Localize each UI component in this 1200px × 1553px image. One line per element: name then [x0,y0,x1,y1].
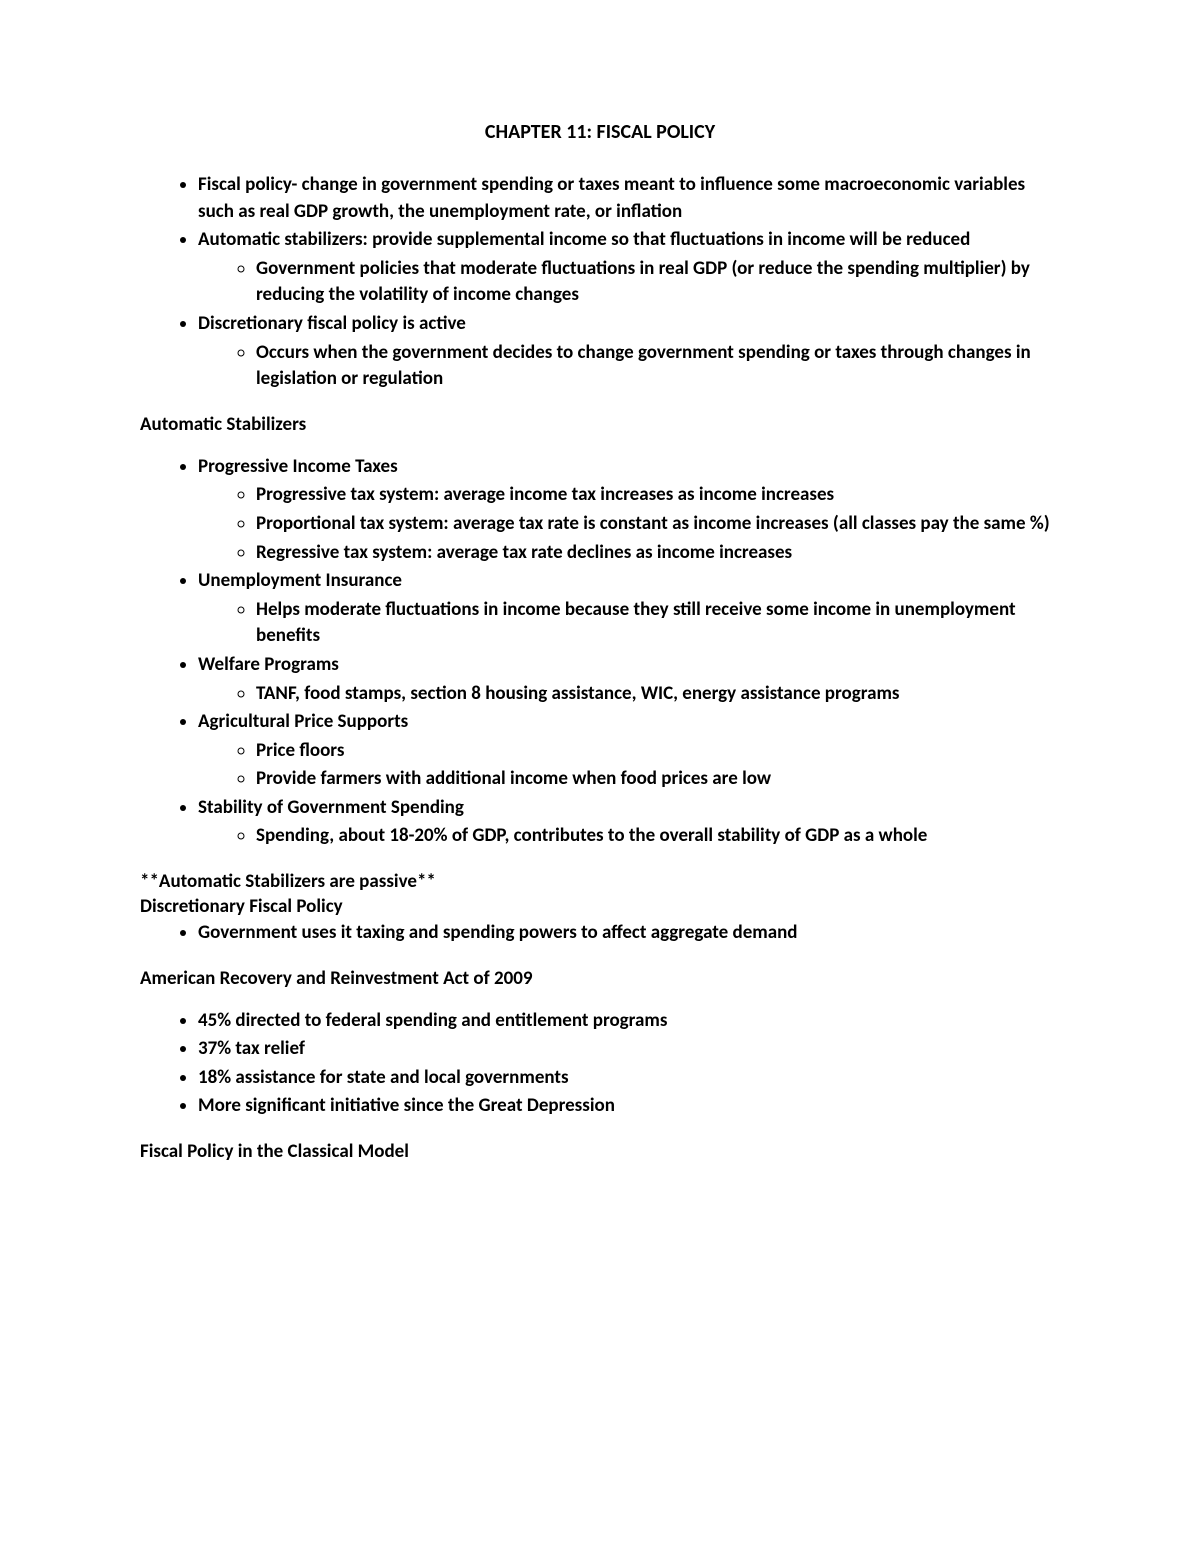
section-heading: Discretionary Fiscal Policy [140,895,1060,918]
sub-list: Helps moderate fluctuations in income be… [198,597,1060,650]
section-heading: Fiscal Policy in the Classical Model [140,1140,1060,1163]
item-text: Agricultural Price Supports [198,710,408,733]
list-item: Stability of Government Spending Spendin… [198,795,1060,850]
item-text: Discretionary fiscal policy is active [198,312,466,335]
list-item: 18% assistance for state and local gover… [198,1065,1060,1092]
document-page: CHAPTER 11: FISCAL POLICY Fiscal policy-… [0,0,1200,1261]
note-text: **Automatic Stabilizers are passive** [140,870,1060,893]
sub-item: Proportional tax system: average tax rat… [256,511,1060,538]
sub-item: Occurs when the government decides to ch… [256,340,1060,393]
stabilizers-list: Progressive Income Taxes Progressive tax… [140,454,1060,850]
sub-list: Occurs when the government decides to ch… [198,340,1060,393]
sub-item: Government policies that moderate fluctu… [256,256,1060,309]
item-text: Welfare Programs [198,653,339,676]
sub-list: Spending, about 18-20% of GDP, contribut… [198,823,1060,850]
list-item: Welfare Programs TANF, food stamps, sect… [198,652,1060,707]
list-item: Agricultural Price Supports Price floors… [198,709,1060,793]
list-item: 37% tax relief [198,1036,1060,1063]
item-text: Stability of Government Spending [198,796,464,819]
sub-item: Regressive tax system: average tax rate … [256,540,1060,567]
sub-item: TANF, food stamps, section 8 housing ass… [256,681,1060,708]
section-heading: Automatic Stabilizers [140,413,1060,436]
sub-item: Progressive tax system: average income t… [256,482,1060,509]
item-text: Progressive Income Taxes [198,455,398,478]
discretionary-list: Government uses it taxing and spending p… [140,920,1060,947]
arra-list: 45% directed to federal spending and ent… [140,1008,1060,1120]
sub-list: Price floors Provide farmers with additi… [198,738,1060,793]
sub-item: Provide farmers with additional income w… [256,766,1060,793]
list-item: Progressive Income Taxes Progressive tax… [198,454,1060,566]
list-item: Fiscal policy- change in government spen… [198,172,1060,225]
list-item: Automatic stabilizers: provide supplemen… [198,227,1060,309]
intro-list: Fiscal policy- change in government spen… [140,172,1060,393]
item-text: Automatic stabilizers: provide supplemen… [198,228,970,251]
sub-list: Government policies that moderate fluctu… [198,256,1060,309]
list-item: 45% directed to federal spending and ent… [198,1008,1060,1035]
list-item: Unemployment Insurance Helps moderate fl… [198,568,1060,650]
list-item: More significant initiative since the Gr… [198,1093,1060,1120]
sub-item: Price floors [256,738,1060,765]
sub-list: Progressive tax system: average income t… [198,482,1060,566]
sub-list: TANF, food stamps, section 8 housing ass… [198,681,1060,708]
page-title: CHAPTER 11: FISCAL POLICY [140,120,1060,144]
sub-item: Spending, about 18-20% of GDP, contribut… [256,823,1060,850]
item-text: Unemployment Insurance [198,569,402,592]
sub-item: Helps moderate fluctuations in income be… [256,597,1060,650]
item-text: Fiscal policy- change in government spen… [198,173,1025,223]
list-item: Government uses it taxing and spending p… [198,920,1060,947]
list-item: Discretionary fiscal policy is active Oc… [198,311,1060,393]
section-heading: American Recovery and Reinvestment Act o… [140,967,1060,990]
